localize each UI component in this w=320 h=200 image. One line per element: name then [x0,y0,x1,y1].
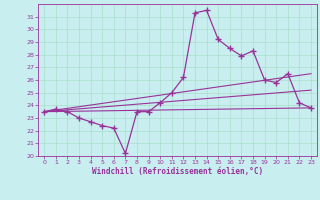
X-axis label: Windchill (Refroidissement éolien,°C): Windchill (Refroidissement éolien,°C) [92,167,263,176]
